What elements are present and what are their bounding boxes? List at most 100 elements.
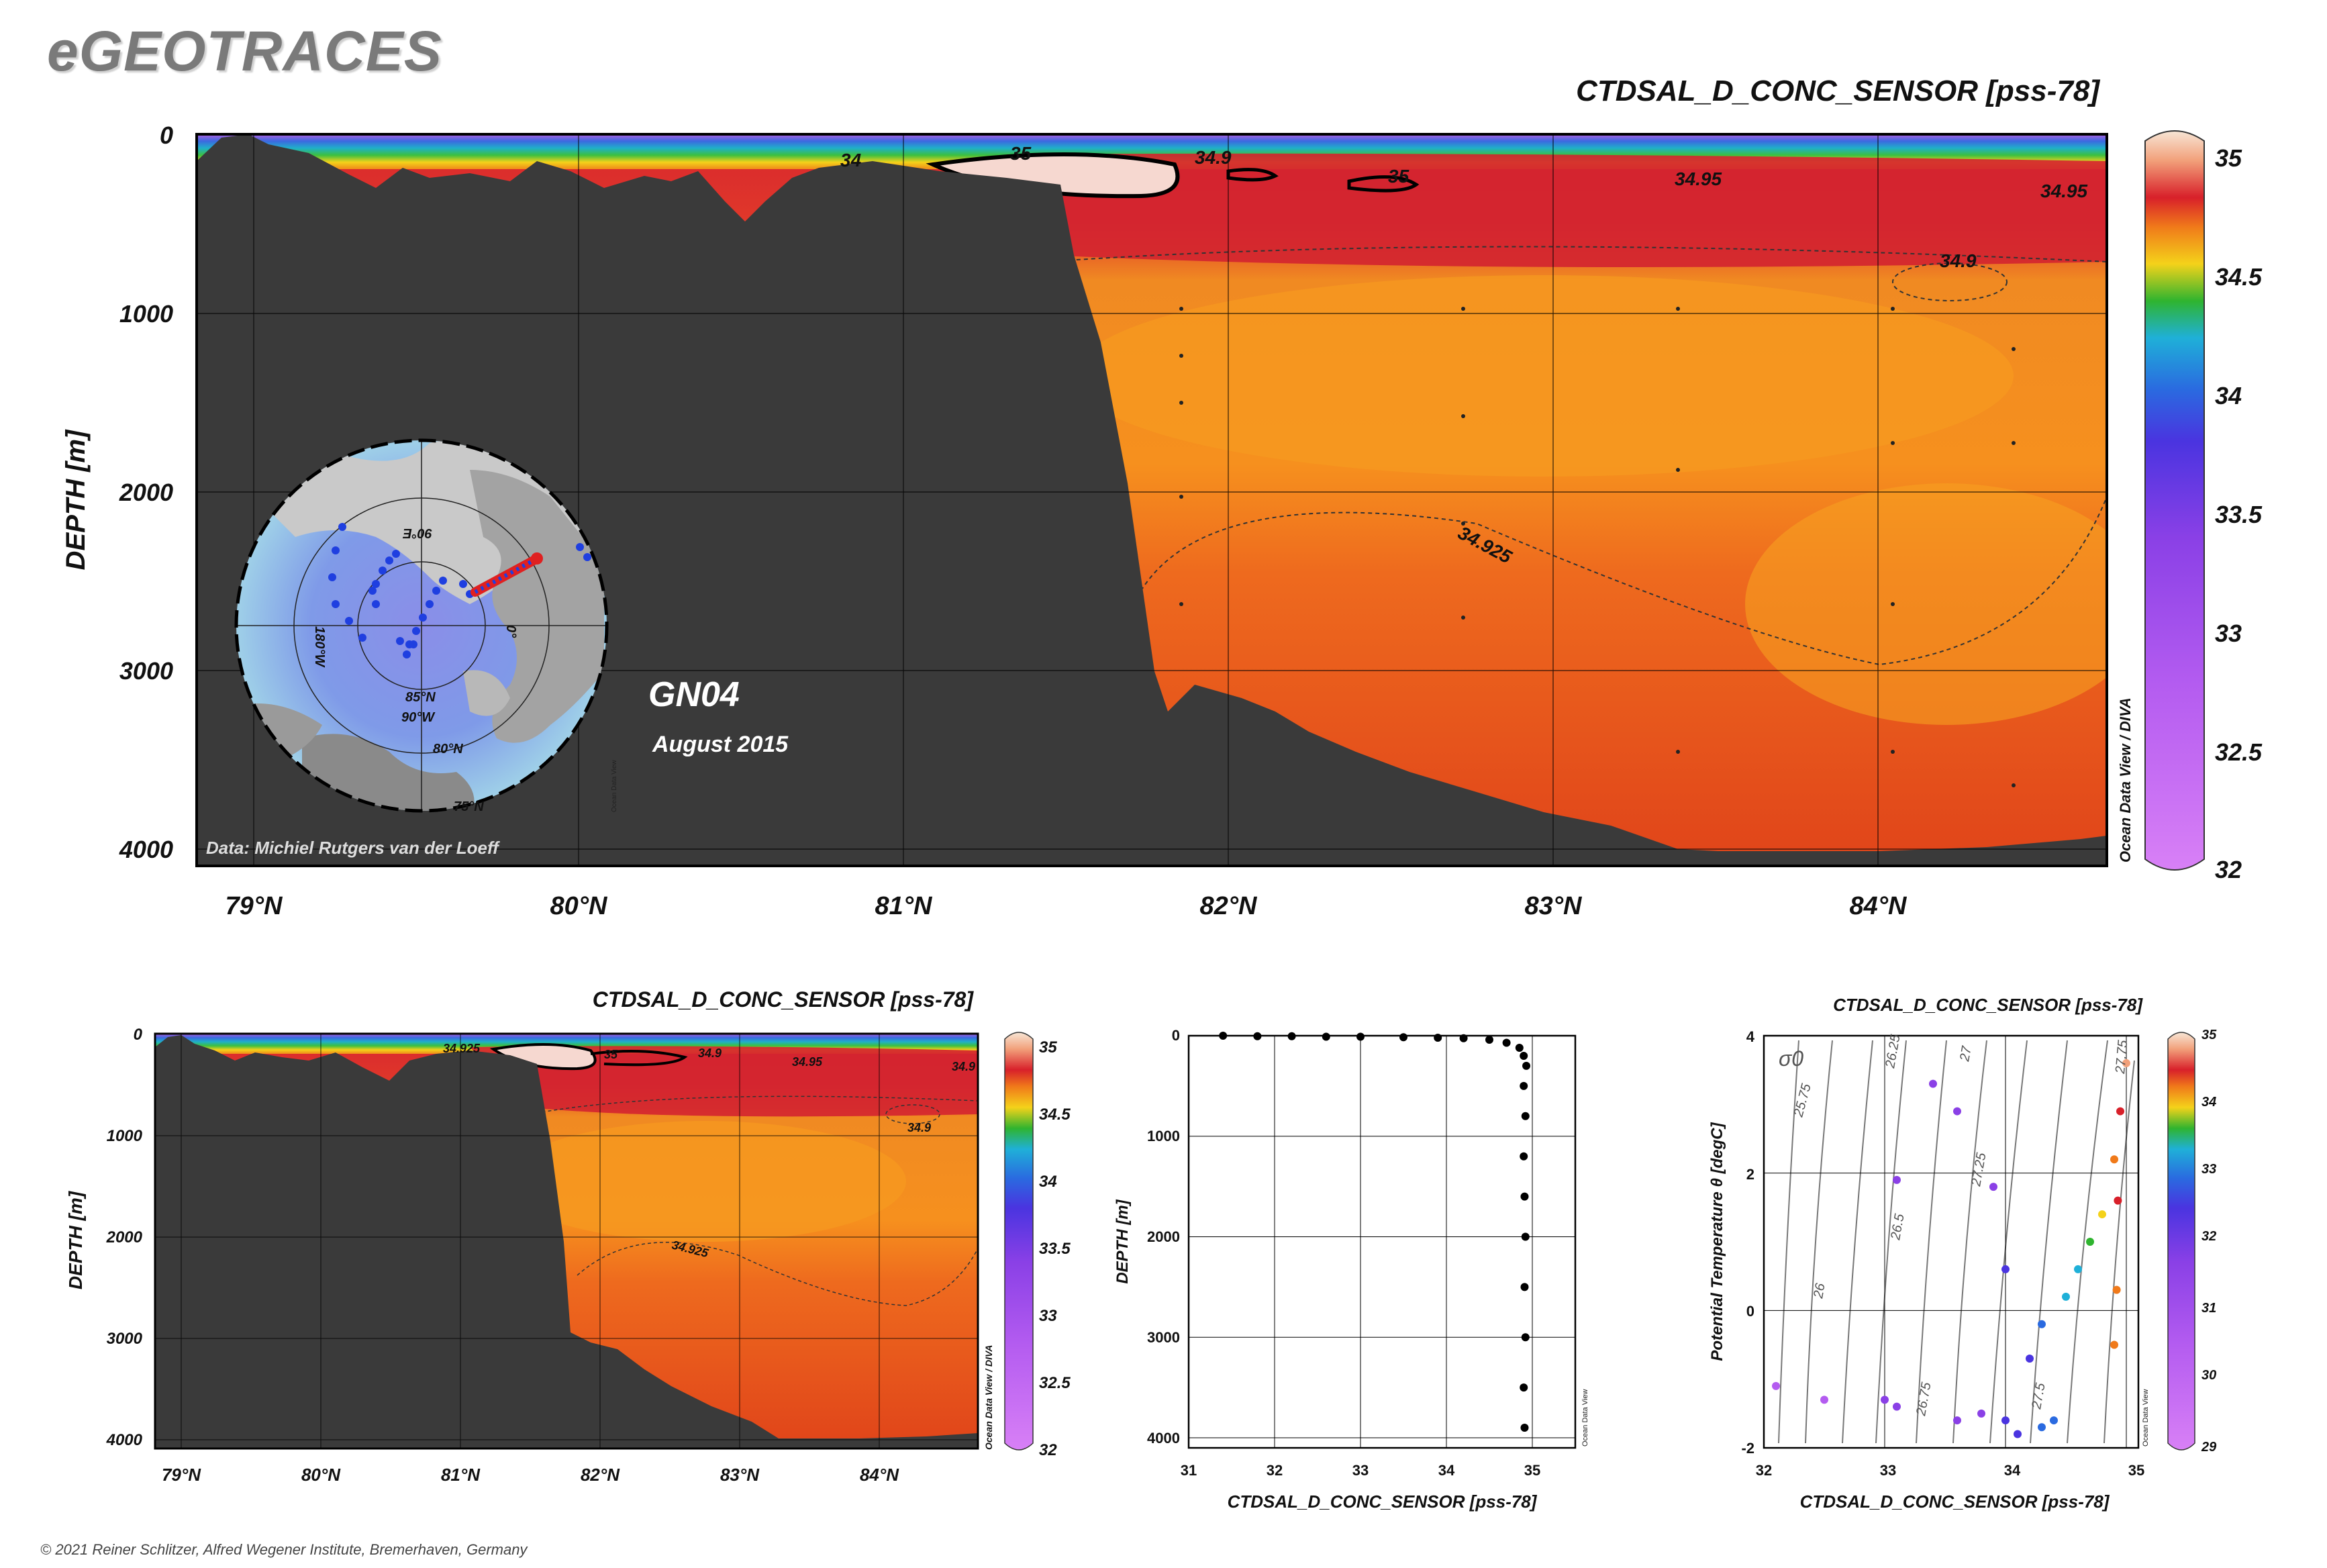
odv-credit: Ocean Data View [2142, 1389, 2150, 1447]
x-tick: 34 [2004, 1462, 2021, 1479]
profile-point [1521, 1333, 1530, 1342]
x-tick: 79°N [162, 1465, 201, 1485]
map-label: 75°N [454, 799, 484, 814]
colorbar-tick: 32 [2215, 856, 2242, 883]
profile-point [1520, 1192, 1529, 1201]
x-tick: 35 [1524, 1462, 1540, 1479]
ts-point [2110, 1155, 2118, 1164]
ts-point [2112, 1285, 2121, 1294]
x-tick: 31 [1181, 1462, 1197, 1479]
y-tick: -2 [1741, 1440, 1754, 1457]
small-section-frame [154, 1032, 979, 1450]
ts-point [2001, 1265, 2010, 1273]
profile-point [1502, 1038, 1511, 1047]
ts-point [2074, 1265, 2082, 1273]
map-label: 180°W [312, 626, 327, 668]
colorbar-tick: 32.5 [2215, 738, 2263, 766]
ts-point [1820, 1395, 1828, 1404]
map-label: 85°N [405, 690, 436, 705]
y-tick: 4000 [106, 1431, 143, 1449]
y-tick: 1000 [119, 300, 173, 328]
colorbar-tick: 32 [1039, 1441, 1057, 1459]
colorbar-tick: 33 [1039, 1307, 1057, 1325]
y-tick: 3000 [119, 657, 173, 685]
colorbar-tick: 35 [2201, 1028, 2217, 1042]
ts-point [1977, 1409, 1985, 1418]
ts-point [2014, 1430, 2022, 1438]
ts-point [2038, 1423, 2046, 1432]
colorbar-tick: 34.5 [1039, 1106, 1071, 1124]
colorbar-tick: 31 [2201, 1301, 2216, 1316]
colorbar-tick: 34.5 [2215, 263, 2263, 291]
y-tick: 4000 [1147, 1430, 1180, 1447]
profile-point [1485, 1035, 1493, 1044]
y-tick: 0 [134, 1026, 143, 1044]
colorbar-tick: 33 [2201, 1162, 2216, 1177]
cruise-date: August 2015 [652, 732, 789, 757]
contour-label: 34 [840, 150, 862, 170]
profile-point [1522, 1061, 1531, 1070]
x-tick: 33 [1880, 1462, 1896, 1479]
profile-point [1520, 1152, 1528, 1161]
colorbar-tick: 34 [1039, 1173, 1057, 1191]
ts-y-axis-label: Potential Temperature θ [degC] [1708, 1122, 1726, 1361]
ts-point [1953, 1416, 1961, 1425]
profile-point [1322, 1032, 1330, 1041]
main-y-axis-label: DEPTH [m] [61, 429, 91, 571]
y-tick: 2 [1746, 1166, 1754, 1183]
ts-point [1929, 1079, 1937, 1088]
y-tick: 0 [1172, 1027, 1180, 1044]
colorbar-tick: 35 [1039, 1038, 1057, 1057]
contour-label: 34.95 [792, 1055, 823, 1069]
ts-point [1893, 1175, 1901, 1184]
y-tick: 4 [1746, 1028, 1755, 1045]
profile-point [1521, 1232, 1530, 1241]
contour-label: 34.9 [952, 1060, 975, 1073]
contour-label: 35 [604, 1048, 618, 1061]
x-tick: 35 [2128, 1462, 2144, 1479]
map-label: 90°W [401, 710, 436, 725]
map-label: 90°E [403, 526, 432, 540]
odv-credit: Ocean Data View / DIVA [983, 1345, 994, 1450]
profile-point [1520, 1424, 1529, 1432]
colorbar-tick: 33.5 [2215, 501, 2263, 528]
profile-point [1253, 1032, 1262, 1040]
contour-label: 34.9 [1940, 250, 1977, 271]
profile-point [1520, 1283, 1529, 1291]
small-colorbar [1004, 1032, 1034, 1451]
ts-point [1772, 1381, 1780, 1390]
ts-point [2122, 1059, 2130, 1067]
small-section-plot [155, 1034, 978, 1449]
contour-label: 34.9 [1195, 147, 1232, 168]
y-tick: 1000 [1147, 1128, 1180, 1144]
y-tick: 2000 [1147, 1228, 1180, 1245]
x-tick: 84°N [1850, 892, 1908, 920]
y-tick: 0 [160, 121, 173, 149]
data-credit: Data: Michiel Rutgers van der Loeff [206, 838, 500, 858]
main-section-plot [197, 134, 2107, 866]
colorbar-tick: 29 [2201, 1440, 2217, 1455]
isopycnal-label: 27.75 [2113, 1039, 2130, 1075]
x-tick: 84°N [860, 1465, 899, 1485]
ts-plot [1763, 1034, 2140, 1449]
x-tick: 32 [1267, 1462, 1283, 1479]
ts-point [1881, 1395, 1889, 1404]
colorbar-tick: 30 [2201, 1368, 2216, 1383]
x-tick: 34 [1438, 1462, 1455, 1479]
profile-plot [1187, 1032, 1577, 1449]
profile-point [1515, 1043, 1524, 1052]
x-tick: 79°N [226, 892, 283, 920]
y-tick: 1000 [107, 1127, 143, 1145]
sigma-label: σ0 [1779, 1046, 1803, 1071]
y-tick: 2000 [119, 479, 173, 506]
small-section-title: CTDSAL_D_CONC_SENSOR [pss-78] [593, 987, 975, 1012]
y-tick: 0 [1746, 1303, 1754, 1320]
profile-point [1219, 1032, 1228, 1040]
colorbar-tick: 34 [2215, 382, 2242, 409]
cruise-label: GN04 [648, 675, 740, 714]
x-tick: 83°N [720, 1465, 760, 1485]
contour-label: 35 [1010, 143, 1032, 164]
contour-label: 34.9 [698, 1046, 722, 1060]
ts-point [2098, 1210, 2106, 1219]
